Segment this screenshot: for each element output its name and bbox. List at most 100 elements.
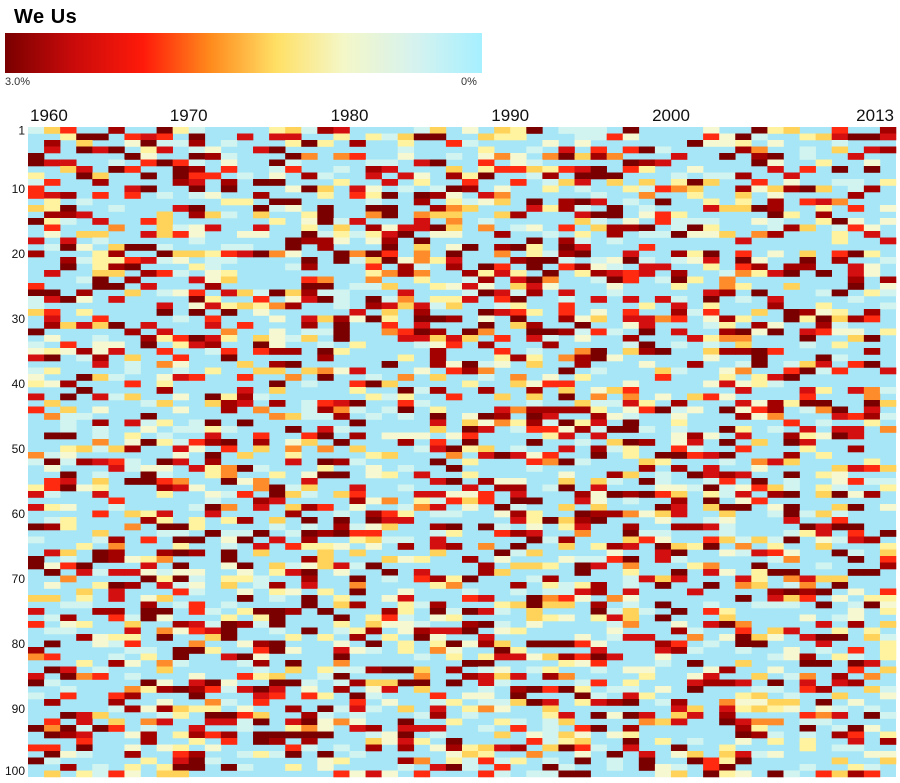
heatmap-cell bbox=[236, 198, 254, 206]
heatmap-cell bbox=[92, 673, 109, 680]
heatmap-cell bbox=[590, 426, 607, 433]
heatmap-cell bbox=[108, 705, 125, 713]
heatmap-cell bbox=[574, 315, 591, 323]
heatmap-cell bbox=[397, 647, 415, 654]
heatmap-cell bbox=[429, 699, 447, 706]
heatmap-cell bbox=[236, 517, 254, 524]
heatmap-cell bbox=[108, 699, 125, 706]
heatmap-cell bbox=[574, 692, 591, 700]
heatmap-cell bbox=[236, 465, 254, 472]
heatmap-cell bbox=[124, 523, 141, 531]
heatmap-cell bbox=[365, 393, 382, 401]
heatmap-cell bbox=[108, 205, 125, 212]
heatmap-cell bbox=[28, 484, 45, 492]
heatmap-cell bbox=[783, 491, 800, 498]
heatmap-cell bbox=[188, 445, 206, 453]
heatmap-cell bbox=[76, 673, 93, 680]
heatmap-cell bbox=[108, 127, 125, 134]
heatmap-cell bbox=[751, 439, 768, 446]
heatmap-cell bbox=[879, 543, 897, 550]
heatmap-cell bbox=[542, 484, 559, 492]
heatmap-cell bbox=[735, 270, 752, 277]
heatmap-cell bbox=[478, 198, 495, 206]
heatmap-cell bbox=[108, 725, 125, 732]
heatmap-cell bbox=[863, 387, 881, 394]
heatmap-cell bbox=[445, 393, 463, 401]
heatmap-cell bbox=[735, 634, 752, 641]
heatmap-cell bbox=[220, 562, 238, 570]
heatmap-cell bbox=[606, 400, 624, 407]
heatmap-cell bbox=[654, 517, 672, 524]
heatmap-cell bbox=[349, 491, 366, 498]
heatmap-cell bbox=[863, 751, 881, 758]
heatmap-cell bbox=[654, 601, 672, 609]
heatmap-cell bbox=[542, 166, 559, 173]
heatmap-cell bbox=[204, 172, 222, 180]
heatmap-cell bbox=[751, 179, 768, 186]
heatmap-cell bbox=[799, 744, 816, 752]
heatmap-cell bbox=[638, 510, 656, 518]
heatmap-cell bbox=[494, 484, 511, 492]
heatmap-cell bbox=[542, 705, 559, 713]
heatmap-cell bbox=[831, 218, 849, 225]
heatmap-cell bbox=[349, 387, 366, 394]
heatmap-cell bbox=[28, 153, 45, 160]
heatmap-cell bbox=[285, 185, 302, 193]
heatmap-cell bbox=[156, 595, 173, 602]
heatmap-cell bbox=[574, 218, 591, 225]
heatmap-cell bbox=[799, 634, 816, 641]
heatmap-cell bbox=[204, 530, 222, 537]
heatmap-cell bbox=[317, 471, 334, 479]
heatmap-cell bbox=[156, 348, 173, 355]
heatmap-cell bbox=[478, 569, 495, 576]
heatmap-cell bbox=[558, 315, 575, 323]
heatmap-cell bbox=[574, 640, 591, 648]
heatmap-cell bbox=[478, 523, 495, 531]
heatmap-cell bbox=[445, 666, 463, 674]
heatmap-cell bbox=[767, 731, 784, 739]
heatmap-cell bbox=[494, 549, 511, 557]
heatmap-cell bbox=[799, 315, 816, 323]
heatmap-cell bbox=[767, 504, 784, 511]
heatmap-cell bbox=[28, 458, 45, 466]
heatmap-cell bbox=[333, 517, 350, 524]
heatmap-cell bbox=[140, 647, 157, 654]
heatmap-cell bbox=[478, 478, 495, 485]
heatmap-cell bbox=[188, 172, 206, 180]
heatmap-cell bbox=[172, 549, 190, 557]
heatmap-cell bbox=[108, 582, 125, 589]
heatmap-cell bbox=[831, 237, 849, 245]
heatmap-cell bbox=[429, 185, 447, 193]
heatmap-cell bbox=[879, 738, 897, 745]
heatmap-cell bbox=[140, 257, 157, 264]
heatmap-cell bbox=[622, 218, 640, 225]
heatmap-cell bbox=[253, 146, 270, 154]
heatmap-cell bbox=[349, 770, 366, 778]
heatmap-cell bbox=[172, 660, 190, 667]
heatmap-cell bbox=[542, 341, 559, 349]
heatmap-cell bbox=[574, 517, 591, 524]
heatmap-cell bbox=[140, 556, 157, 563]
heatmap-cell bbox=[815, 419, 832, 427]
heatmap-cell bbox=[510, 211, 527, 219]
heatmap-cell bbox=[172, 205, 190, 212]
heatmap-cell bbox=[558, 263, 575, 271]
heatmap-cell bbox=[124, 692, 141, 700]
heatmap-cell bbox=[28, 302, 45, 310]
heatmap-cell bbox=[445, 757, 463, 765]
heatmap-cell bbox=[847, 744, 865, 752]
heatmap-cell bbox=[670, 153, 688, 160]
heatmap-cell bbox=[767, 250, 784, 258]
heatmap-cell bbox=[847, 504, 865, 511]
heatmap-cell bbox=[526, 608, 543, 615]
heatmap-cell bbox=[301, 328, 318, 336]
heatmap-cell bbox=[188, 757, 206, 765]
heatmap-cell bbox=[735, 660, 752, 667]
heatmap-cell bbox=[253, 302, 270, 310]
heatmap-cell bbox=[735, 237, 752, 245]
heatmap-cell bbox=[365, 257, 382, 264]
heatmap-cell bbox=[204, 263, 222, 271]
heatmap-cell bbox=[333, 127, 350, 134]
heatmap-cell bbox=[28, 647, 45, 654]
heatmap-cell bbox=[333, 302, 350, 310]
